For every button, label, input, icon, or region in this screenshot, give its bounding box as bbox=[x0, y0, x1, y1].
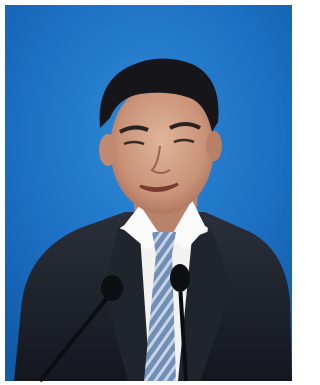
page: (() => { const data = JSON.parse(documen… bbox=[0, 0, 296, 385]
left-ear bbox=[99, 134, 117, 166]
photo bbox=[0, 0, 296, 385]
microphone-left bbox=[101, 275, 123, 301]
right-ear bbox=[206, 131, 222, 161]
tie-knot bbox=[152, 232, 176, 254]
microphone-right bbox=[170, 264, 190, 292]
